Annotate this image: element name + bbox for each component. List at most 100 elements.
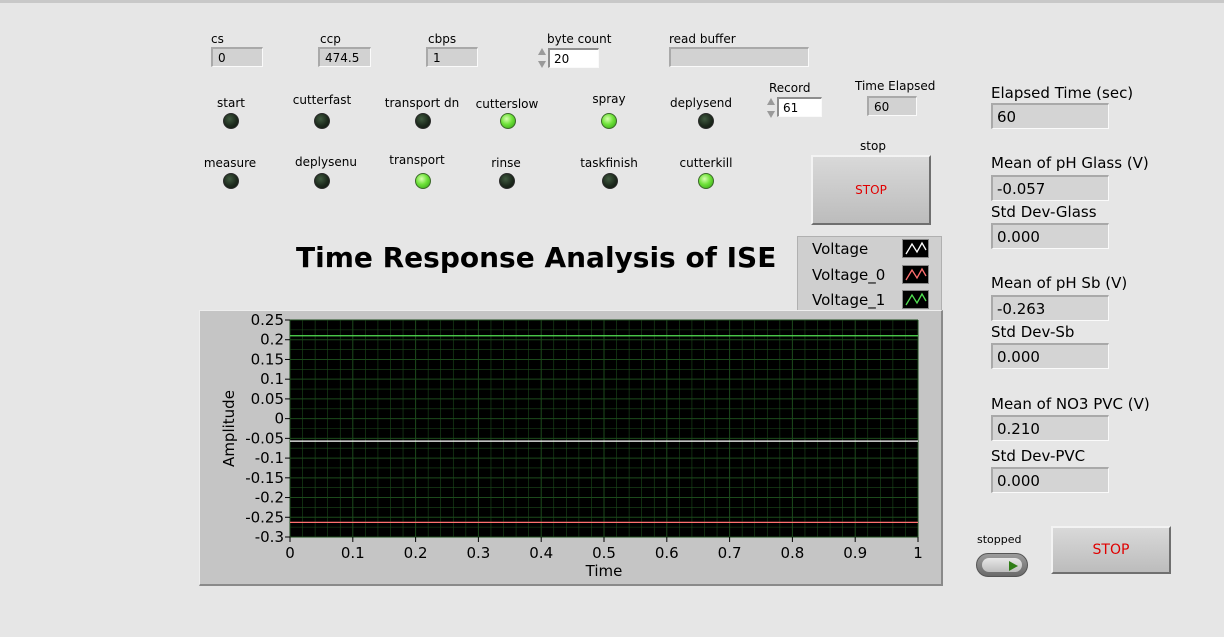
legend-item-voltage[interactable]: Voltage — [798, 237, 943, 261]
spray-led — [601, 113, 617, 129]
cutterslow-led-label: cutterslow — [475, 97, 539, 111]
std-glass-label: Std Dev-Glass — [991, 203, 1097, 221]
stopped-label: stopped — [977, 533, 1022, 546]
measure-led-label: measure — [203, 156, 257, 170]
chart-title: Time Response Analysis of ISE — [296, 241, 777, 274]
byte-count-label: byte count — [547, 32, 612, 46]
legend-item-voltage-1[interactable]: Voltage_1 — [798, 288, 943, 312]
stop-button[interactable]: STOP — [811, 155, 931, 225]
stop-button-text: STOP — [855, 183, 887, 197]
legend-swatch-voltage-1 — [902, 290, 929, 309]
cutterkill-led-label: cutterkill — [679, 156, 733, 170]
y-tick-label: -0.2 — [255, 489, 284, 507]
std-pvc-label: Std Dev-PVC — [991, 447, 1086, 465]
std-sb-indicator: 0.000 — [991, 343, 1109, 369]
x-tick-label: 0.4 — [529, 544, 553, 562]
plot-series — [290, 335, 918, 524]
time-elapsed-indicator: 60 — [867, 96, 917, 116]
deplysend-led-label: deplysend — [670, 96, 732, 110]
byte-count-input[interactable]: 20 — [548, 48, 599, 68]
x-tick-label: 0.7 — [718, 544, 742, 562]
cbps-indicator: 1 — [426, 47, 478, 67]
rinse-led — [499, 173, 515, 189]
time-elapsed-label: Time Elapsed — [855, 79, 936, 93]
deplysend-led — [698, 113, 714, 129]
elapsed-time-label: Elapsed Time (sec) — [991, 84, 1134, 102]
mean-glass-indicator: -0.057 — [991, 175, 1109, 201]
legend-item-voltage-0[interactable]: Voltage_0 — [798, 263, 943, 287]
cutterslow-led — [500, 113, 516, 129]
rinse-led-label: rinse — [491, 156, 521, 170]
x-axis-ticks: 0 0.1 0.2 0.3 0.4 0.5 0.6 0.7 0.8 0.9 1 — [285, 537, 923, 562]
x-tick-label: 0.8 — [780, 544, 804, 562]
plot-grid — [289, 319, 919, 538]
elapsed-time-indicator: 60 — [991, 103, 1109, 129]
y-axis-ticks: 0.250.20.150.10.050-0.05-0.1-0.15-0.2-0.… — [245, 311, 290, 546]
cutterkill-led — [698, 173, 714, 189]
deplysenu-led — [314, 173, 330, 189]
record-input[interactable]: 61 — [777, 97, 822, 117]
y-tick-label: 0.2 — [260, 331, 284, 349]
start-led-label: start — [217, 96, 245, 110]
measure-led — [223, 173, 239, 189]
y-tick-label: 0 — [274, 410, 284, 428]
stop-button-2-text: STOP — [1092, 542, 1130, 558]
x-tick-label: 0.1 — [341, 544, 365, 562]
taskfinish-led-label: taskfinish — [580, 156, 638, 170]
std-glass-indicator: 0.000 — [991, 223, 1109, 249]
stop-button-2[interactable]: STOP — [1051, 526, 1171, 574]
x-tick-label: 0.3 — [466, 544, 490, 562]
transport-led-label: transport — [389, 153, 445, 167]
spray-led-label: spray — [592, 92, 626, 106]
legend-swatch-voltage-0 — [902, 265, 929, 284]
window-top-edge — [0, 0, 1224, 3]
mean-no3-indicator: 0.210 — [991, 415, 1109, 441]
stopped-toggle[interactable] — [976, 553, 1028, 577]
y-axis-label: Amplitude — [220, 390, 238, 467]
mean-sb-indicator: -0.263 — [991, 295, 1109, 321]
x-tick-label: 0 — [285, 544, 295, 562]
y-tick-label: -0.1 — [255, 449, 284, 467]
x-tick-label: 1 — [913, 544, 923, 562]
play-arrow-icon — [1009, 561, 1018, 571]
ccp-label: ccp — [320, 32, 341, 46]
x-tick-label: 0.2 — [404, 544, 428, 562]
byte-count-spinner[interactable] — [537, 46, 547, 70]
mean-no3-label: Mean of NO3 PVC (V) — [991, 395, 1150, 413]
start-led — [223, 113, 239, 129]
waveform-graph[interactable]: 0 0.1 0.2 0.3 0.4 0.5 0.6 0.7 0.8 0.9 1 0.25 0.2 0.1… — [199, 310, 943, 586]
x-tick-label: 0.6 — [655, 544, 679, 562]
y-tick-label: 0.1 — [260, 370, 284, 388]
legend-label-voltage-1: Voltage_1 — [812, 291, 886, 309]
legend-label-voltage: Voltage — [812, 240, 869, 258]
legend-swatch-voltage — [902, 239, 929, 258]
x-tick-label: 0.9 — [843, 544, 867, 562]
y-tick-label: 0.05 — [251, 390, 284, 408]
deplysenu-led-label: deplysenu — [295, 155, 357, 169]
cutterfast-led — [314, 113, 330, 129]
y-tick-label: 0.25 — [251, 311, 284, 329]
cs-indicator: 0 — [211, 47, 263, 67]
y-tick-label: -0.15 — [245, 469, 284, 487]
record-spinner[interactable] — [766, 96, 776, 120]
cbps-label: cbps — [428, 32, 457, 46]
legend-label-voltage-0: Voltage_0 — [812, 266, 886, 284]
cs-label: cs — [211, 32, 224, 46]
mean-glass-label: Mean of pH Glass (V) — [991, 154, 1149, 172]
stop-label: stop — [860, 139, 886, 153]
transport-dn-led — [415, 113, 431, 129]
mean-sb-label: Mean of pH Sb (V) — [991, 274, 1128, 292]
transport-dn-led-label: transport dn — [384, 96, 460, 110]
std-pvc-indicator: 0.000 — [991, 467, 1109, 493]
x-tick-label: 0.5 — [592, 544, 616, 562]
y-tick-label: -0.3 — [255, 528, 284, 546]
x-axis-label: Time — [585, 562, 623, 580]
y-tick-label: -0.05 — [245, 429, 284, 447]
std-sb-label: Std Dev-Sb — [991, 323, 1075, 341]
transport-led — [415, 173, 431, 189]
chart-legend: Voltage Voltage_0 Voltage_1 — [797, 236, 942, 311]
taskfinish-led — [602, 173, 618, 189]
read-buffer-label: read buffer — [669, 32, 736, 46]
record-label: Record — [769, 81, 811, 95]
ccp-indicator: 474.5 — [318, 47, 371, 67]
